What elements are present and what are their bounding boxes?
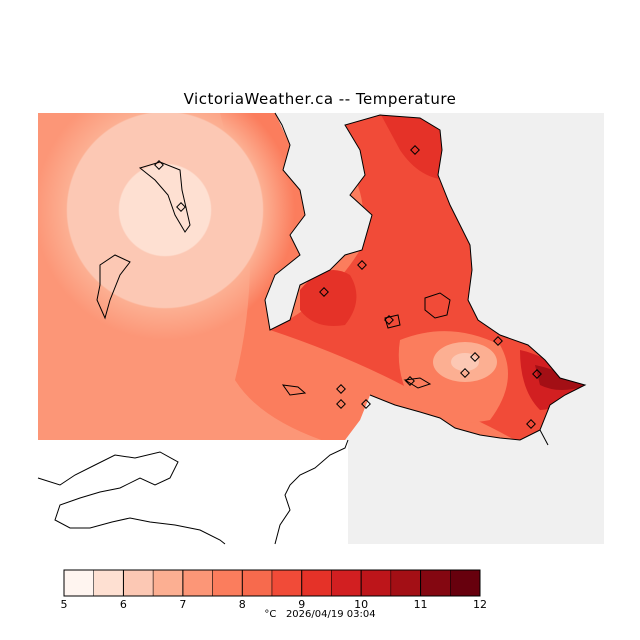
units-label: °C <box>264 609 277 620</box>
station-marker[interactable] <box>336 399 346 409</box>
station-marker[interactable] <box>336 384 346 394</box>
colorbar-swatch <box>182 569 213 597</box>
colorbar-swatch <box>123 569 154 597</box>
colorbar-swatch <box>93 569 124 597</box>
station-marker[interactable] <box>361 399 371 409</box>
station-marker[interactable] <box>384 315 394 325</box>
colorbar-tick-label: 7 <box>179 598 186 611</box>
coastline <box>37 112 587 545</box>
station-marker[interactable] <box>405 376 415 386</box>
station-marker[interactable] <box>460 368 470 378</box>
colorbar-swatch <box>212 569 243 597</box>
map-title: VictoriaWeather.ca -- Temperature <box>183 90 457 108</box>
station-marker[interactable] <box>154 160 164 170</box>
station-marker[interactable] <box>493 336 503 346</box>
colorbar-swatch <box>360 569 392 597</box>
water-area <box>38 440 348 544</box>
colorbar-swatch <box>420 569 451 597</box>
colorbar-swatch <box>63 569 94 597</box>
station-markers <box>154 145 542 429</box>
colorbar-swatch <box>450 569 481 597</box>
station-marker[interactable] <box>357 260 367 270</box>
colorbar-tick-label: 11 <box>414 598 428 611</box>
station-marker[interactable] <box>410 145 420 155</box>
colorbar-swatch <box>390 569 421 597</box>
colorbar-tick-label: 10 <box>354 598 368 611</box>
colorbar-tick-label: 5 <box>61 598 68 611</box>
station-marker[interactable] <box>319 287 329 297</box>
colorbar-swatch <box>271 569 302 597</box>
station-marker[interactable] <box>532 369 542 379</box>
station-marker[interactable] <box>176 202 186 212</box>
footer-caption: °C 2026/04/19 03:04 <box>0 609 640 620</box>
colorbar-tick-label: 8 <box>239 598 246 611</box>
timestamp-label: 2026/04/19 03:04 <box>285 609 376 620</box>
colorbar-ticks: 5 6 7 8 9 10 11 12 <box>61 570 487 611</box>
colorbar-swatch <box>301 569 332 597</box>
colorbar-tick-label: 6 <box>120 598 127 611</box>
colorbar-swatches <box>63 569 481 597</box>
colorbar-tick-label: 9 <box>298 598 305 611</box>
station-marker[interactable] <box>526 419 536 429</box>
colorbar-tick-label: 12 <box>473 598 487 611</box>
colorbar-swatch <box>242 569 273 597</box>
station-marker[interactable] <box>470 352 480 362</box>
colorbar-swatch <box>331 569 362 597</box>
colorbar-swatch <box>152 569 184 597</box>
